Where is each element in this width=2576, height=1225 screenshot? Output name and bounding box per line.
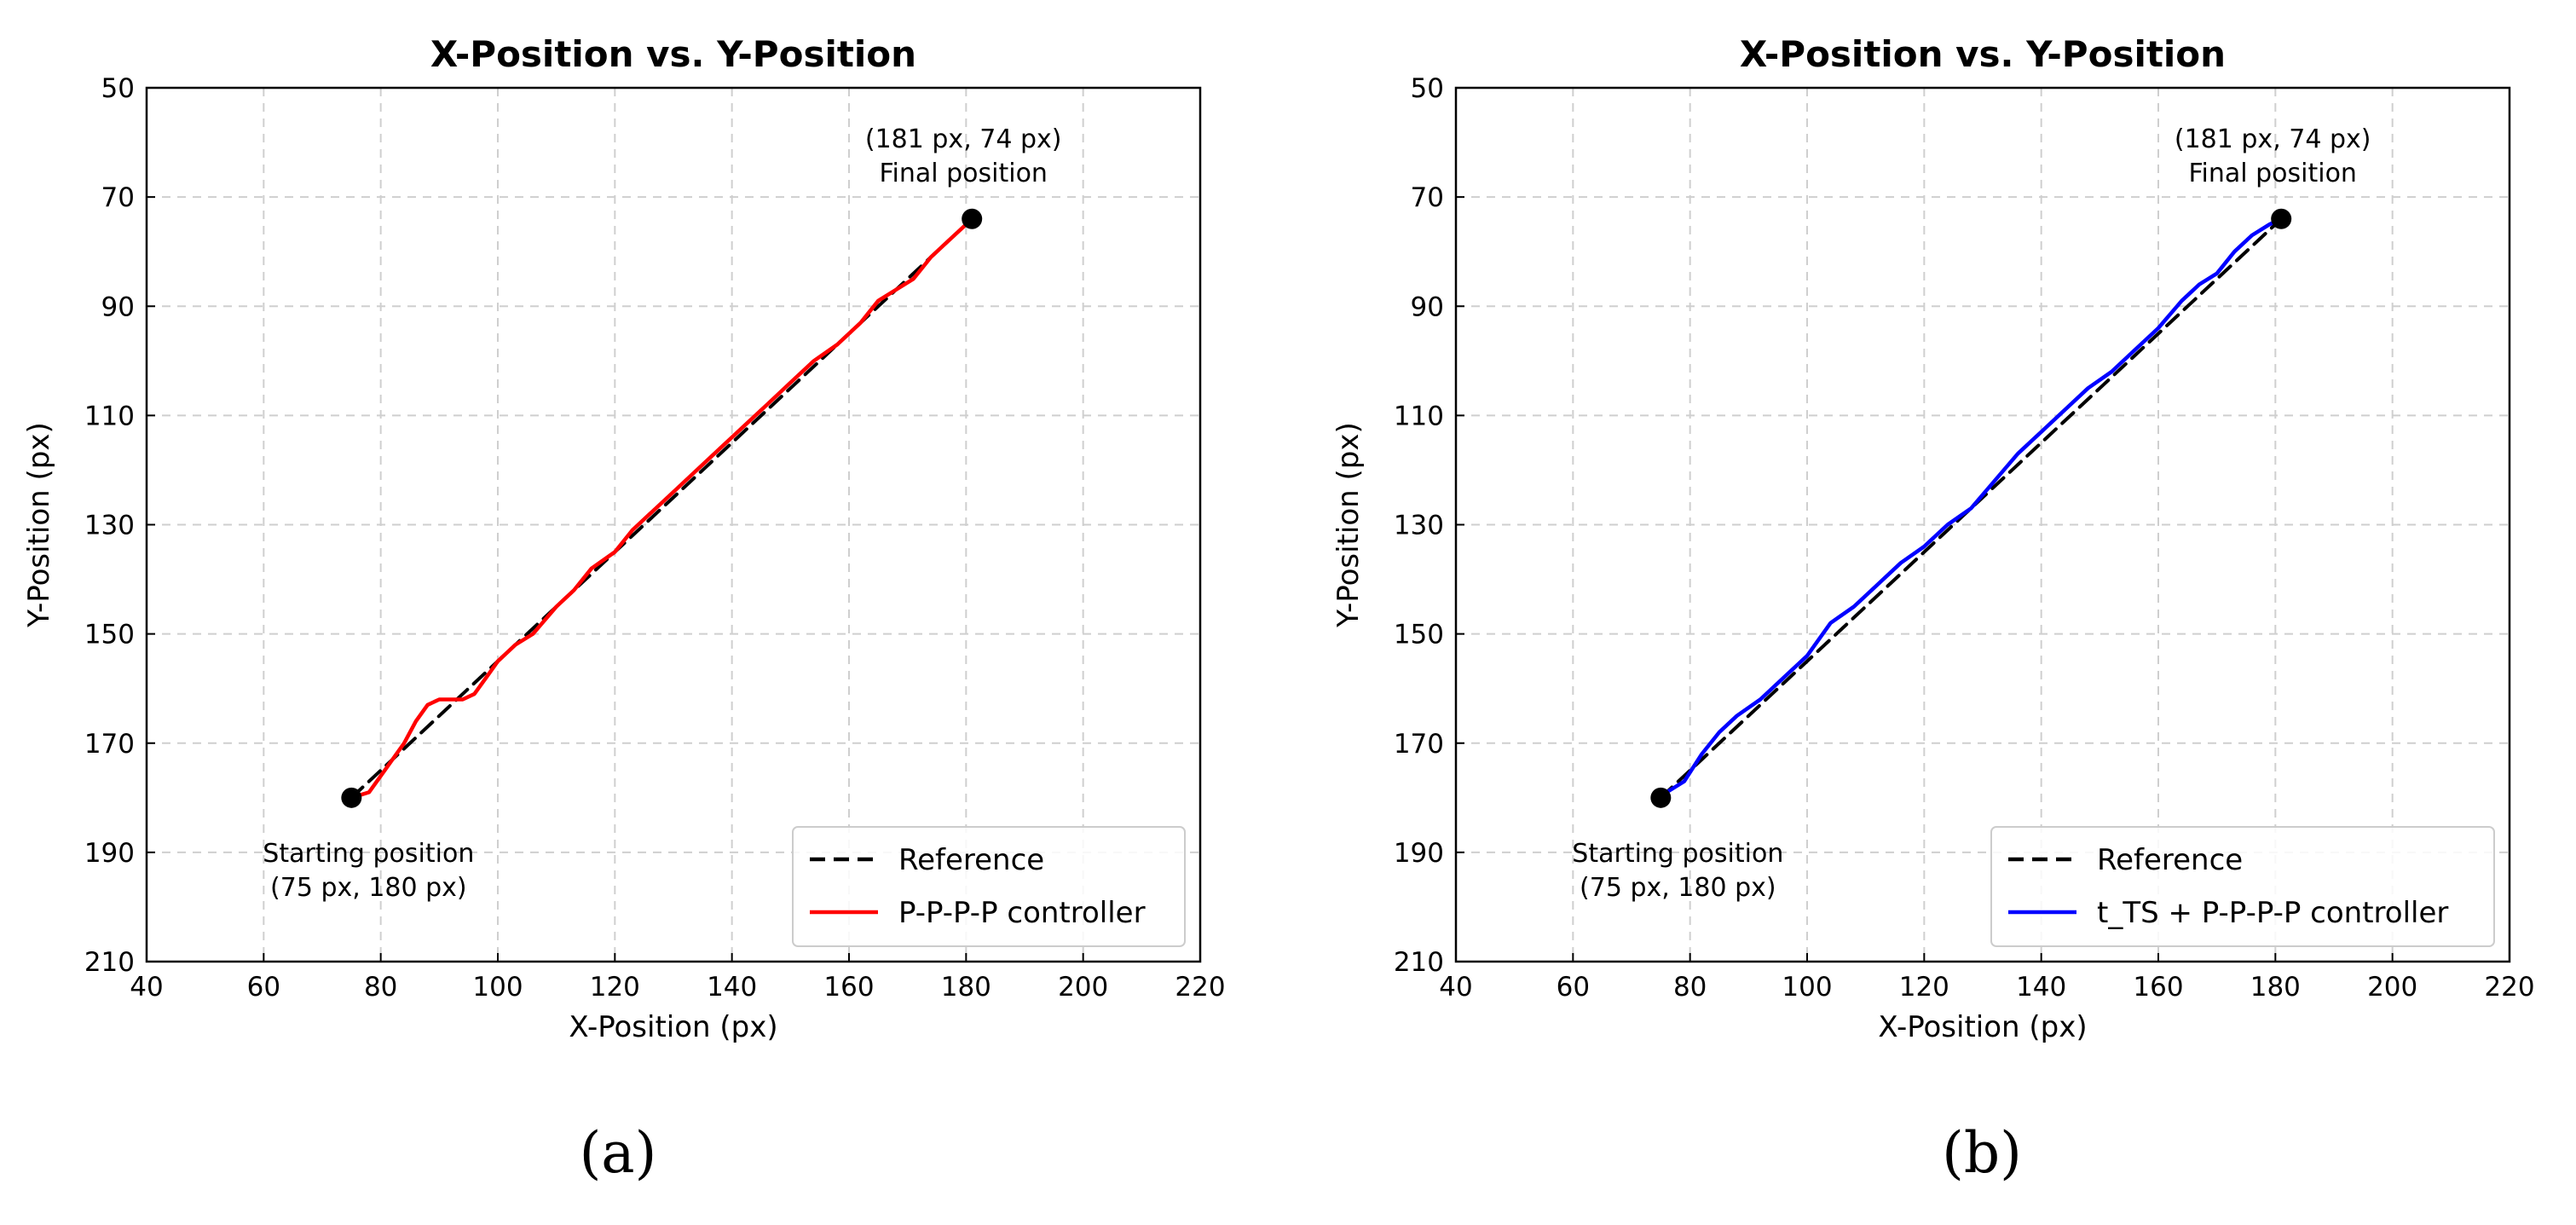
final-point-marker [962, 208, 983, 229]
start-annotation: (75 px, 180 px) [270, 873, 467, 903]
y-tick-label: 190 [84, 838, 135, 869]
y-axis-label: Y-Position (px) [22, 422, 56, 627]
y-tick-label: 90 [1411, 292, 1444, 322]
x-tick-label: 100 [1782, 972, 1832, 1003]
chart-panel-b: X-Position vs. Y-Position 40 60 80 100 120 140… [1331, 33, 2535, 1186]
legend-entry-label: t_TS + P-P-P-P controller [2097, 896, 2448, 930]
x-tick-label: 40 [130, 972, 163, 1003]
y-tick-label: 50 [101, 73, 135, 104]
final-annotation: (181 px, 74 px) [865, 124, 1062, 154]
y-tick-label: 150 [84, 620, 135, 650]
start-annotation: (75 px, 180 px) [1580, 873, 1776, 903]
x-tick-label: 160 [823, 972, 874, 1003]
y-tick-label: 50 [1411, 73, 1444, 104]
plot-frame [145, 86, 1202, 963]
plot-frame [1454, 86, 2511, 963]
start-annotation: Starting position [1572, 839, 1783, 869]
chart-title: X-Position vs. Y-Position [430, 33, 916, 75]
start-annotation: Starting position [263, 839, 474, 869]
x-tick-label: 200 [1058, 972, 1108, 1003]
x-tick-label: 200 [2367, 972, 2417, 1003]
y-tick-label: 190 [1394, 838, 1444, 869]
x-tick-label: 100 [472, 972, 523, 1003]
x-tick-label: 220 [2484, 972, 2534, 1003]
final-annotation: Final position [879, 159, 1048, 188]
x-tick-label: 120 [590, 972, 640, 1003]
y-tick-label: 130 [1394, 511, 1444, 541]
x-tick-label: 140 [2016, 972, 2066, 1003]
controller-trajectory-line [349, 217, 974, 800]
controller-trajectory-line [1664, 217, 2284, 795]
x-tick-label: 160 [2133, 972, 2183, 1003]
final-point-marker [2271, 208, 2292, 229]
x-tick-label: 180 [2250, 972, 2301, 1003]
y-tick-label: 70 [101, 182, 135, 213]
y-tick-label: 170 [84, 729, 135, 760]
x-tick-label: 80 [1673, 972, 1707, 1003]
final-annotation: Final position [2188, 159, 2357, 188]
legend-entry-label: P-P-P-P controller [898, 896, 1146, 930]
y-tick-label: 150 [1394, 620, 1444, 650]
y-tick-label: 70 [1411, 182, 1444, 213]
x-axis-label: X-Position (px) [569, 1010, 777, 1044]
legend-box [1990, 826, 2495, 947]
start-point-marker [1650, 787, 1672, 808]
y-tick-label: 130 [84, 511, 135, 541]
legend-entry-label: Reference [898, 843, 1044, 877]
start-point-marker [341, 787, 362, 808]
x-tick-label: 80 [364, 972, 397, 1003]
x-tick-label: 180 [941, 972, 991, 1003]
y-tick-label: 110 [84, 401, 135, 431]
x-tick-label: 40 [1439, 972, 1472, 1003]
chart-panel-a: X-Position vs. Y-Position 40 60 80 100 120 140… [22, 33, 1226, 1186]
y-tick-label: 210 [1394, 947, 1444, 978]
x-tick-label: 140 [707, 972, 757, 1003]
x-tick-label: 120 [1899, 972, 1949, 1003]
x-tick-label: 60 [1557, 972, 1590, 1003]
y-tick-label: 90 [101, 292, 135, 322]
chart-title: X-Position vs. Y-Position [1740, 33, 2226, 75]
panel-label: (a) [580, 1120, 657, 1186]
x-tick-label: 220 [1175, 972, 1225, 1003]
y-tick-label: 170 [1394, 729, 1444, 760]
x-axis-label: X-Position (px) [1878, 1010, 2087, 1044]
legend-entry-label: Reference [2097, 843, 2243, 877]
panel-label: (b) [1942, 1120, 2022, 1186]
y-tick-label: 110 [1394, 401, 1444, 431]
x-tick-label: 60 [247, 972, 280, 1003]
y-tick-label: 210 [84, 947, 135, 978]
final-annotation: (181 px, 74 px) [2175, 124, 2371, 154]
reference-line [1659, 217, 2284, 800]
y-axis-label: Y-Position (px) [1331, 422, 1366, 627]
legend-box [792, 826, 1186, 947]
